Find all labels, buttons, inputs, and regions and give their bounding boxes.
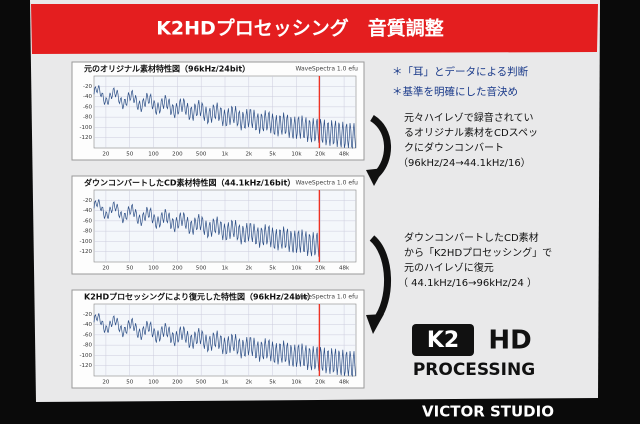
x-tick-label: 2k (245, 152, 252, 158)
y-tick-label: -40 (83, 322, 92, 328)
note-line: 元々ハイレゾで録音されてい (404, 111, 534, 124)
x-tick-label: 20 (102, 380, 109, 386)
note-line: （ 44.1kHz/16→96kHz/24 ） (398, 277, 537, 289)
logo-mark: K2 (427, 328, 459, 353)
x-tick-label: 100 (148, 152, 159, 158)
x-tick-label: 20k (315, 380, 326, 386)
y-tick-label: -40 (83, 208, 92, 214)
note-line: （96kHz/24→44.1kHz/16） (398, 157, 531, 169)
bullet: ＊「耳」とデータによる判断 (392, 65, 529, 78)
chart-software: WaveSpectra 1.0 efu (295, 66, 358, 73)
logo-box (412, 324, 474, 356)
y-tick-label: -120 (80, 249, 93, 255)
y-tick-label: -100 (80, 239, 93, 245)
x-tick-label: 10k (291, 152, 302, 158)
y-tick-label: -80 (83, 343, 92, 349)
x-tick-label: 1k (222, 152, 229, 158)
header-bar (31, 4, 598, 54)
spectrum-trace (93, 199, 320, 257)
x-tick-label: 1k (222, 266, 229, 272)
y-tick-label: -20 (83, 198, 92, 204)
chart-title: K2HDプロセッシングにより復元した特性図（96kHz/24bit） (84, 292, 315, 302)
chart-software: WaveSpectra 1.0 efu (295, 294, 358, 301)
y-tick-label: -100 (80, 353, 93, 359)
y-tick-label: -120 (80, 363, 93, 369)
slide-title: K2HDプロセッシング 音質調整 (156, 17, 444, 40)
arrow (369, 235, 391, 323)
y-tick-label: -120 (80, 135, 93, 141)
x-tick-label: 200 (172, 380, 183, 386)
note-line: クにダウンコンバート (404, 141, 504, 154)
x-tick-label: 500 (196, 266, 207, 272)
x-tick-label: 200 (172, 152, 183, 158)
note-line: るオリジナル素材をCDスペッ (404, 126, 538, 139)
note-line: から「K2HDプロセッシング」で (404, 246, 552, 259)
note-line: 元のハイレゾに復元 (404, 261, 494, 274)
x-tick-label: 50 (126, 380, 133, 386)
spectrum-trace (93, 313, 356, 378)
x-tick-label: 1k (222, 380, 229, 386)
x-tick-label: 48k (339, 380, 350, 386)
chart-title: 元のオリジナル素材特性図（96kHz/24bit） (84, 64, 250, 74)
logo-hd: HD (488, 326, 531, 356)
x-tick-label: 48k (339, 152, 350, 158)
chart-title: ダウンコンバートしたCD素材特性図（44.1kHz/16bit） (84, 178, 295, 188)
x-tick-label: 48k (339, 266, 350, 272)
y-tick-label: -100 (80, 125, 93, 131)
y-tick-label: -80 (83, 229, 92, 235)
x-tick-label: 2k (245, 380, 252, 386)
arrowhead (366, 314, 384, 334)
logo-text: PROCESSING (413, 360, 535, 380)
x-tick-label: 500 (196, 152, 207, 158)
x-tick-label: 5k (269, 380, 276, 386)
x-tick-label: 10k (291, 266, 302, 272)
x-tick-label: 5k (269, 266, 276, 272)
y-tick-label: -60 (83, 332, 92, 338)
logo: K2 HD PROCESSING (412, 324, 535, 380)
x-tick-label: 100 (148, 266, 159, 272)
x-tick-label: 20k (315, 152, 326, 158)
x-tick-label: 2k (245, 266, 252, 272)
x-tick-label: 50 (126, 266, 133, 272)
bullet: ＊基準を明確にした音決め (392, 85, 518, 98)
y-tick-label: -60 (83, 218, 92, 224)
y-tick-label: -20 (83, 84, 92, 90)
arrowhead (366, 168, 384, 186)
x-tick-label: 20k (315, 266, 326, 272)
x-tick-label: 50 (126, 152, 133, 158)
spectrum-trace (93, 85, 356, 150)
footer: VICTOR STUDIO (422, 403, 554, 421)
y-tick-label: -60 (83, 104, 92, 110)
y-tick-label: -80 (83, 115, 92, 121)
chart-software: WaveSpectra 1.0 efu (295, 180, 358, 187)
note-line: ダウンコンバートしたCD素材 (404, 231, 539, 244)
x-tick-label: 5k (269, 152, 276, 158)
x-tick-label: 100 (148, 380, 159, 386)
y-tick-label: -20 (83, 312, 92, 318)
x-tick-label: 20 (102, 266, 109, 272)
x-tick-label: 20 (102, 152, 109, 158)
x-tick-label: 10k (291, 380, 302, 386)
x-tick-label: 200 (172, 266, 183, 272)
y-tick-label: -40 (83, 94, 92, 100)
x-tick-label: 500 (196, 380, 207, 386)
